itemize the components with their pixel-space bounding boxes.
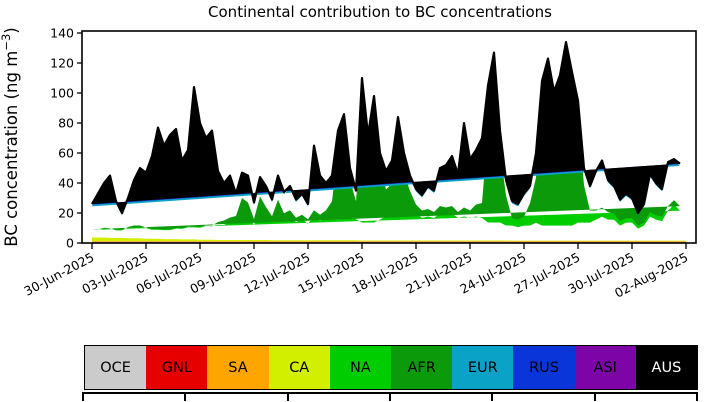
legend-label: ASI	[593, 359, 617, 376]
legend-axis-tick	[286, 394, 289, 401]
legend-label: GNL	[161, 359, 192, 376]
plot-border	[81, 30, 697, 244]
area-AUS	[92, 42, 680, 214]
legend-axis-tick	[184, 394, 187, 401]
y-axis-label: BC concentration (ng m−3)	[0, 27, 21, 246]
legend-label: AFR	[407, 359, 436, 376]
chart-title: Continental contribution to BC concentra…	[208, 3, 552, 21]
area-CA	[92, 237, 686, 242]
legend-label: CA	[289, 359, 310, 376]
y-tick-label: 100	[50, 86, 74, 101]
y-tick-label: 120	[50, 56, 74, 71]
legend-item-ASI: ASI	[574, 346, 636, 389]
y-axis-label-main: BC concentration (ng m	[2, 51, 21, 247]
area-SA	[92, 241, 686, 242]
y-tick-label: 40	[58, 176, 74, 191]
legend-item-OCE: OCE	[85, 346, 147, 389]
y-axis-label-superscript: −3	[0, 34, 13, 51]
y-tick-label: 80	[58, 116, 74, 131]
legend-item-SA: SA	[207, 346, 269, 389]
legend-item-AFR: AFR	[391, 346, 453, 389]
legend-label: OCE	[100, 359, 131, 376]
legend-axis-tick	[491, 394, 494, 401]
legend-item-AUS: AUS	[635, 346, 698, 389]
y-tick-label: 60	[58, 146, 74, 161]
legend-item-GNL: GNL	[146, 346, 208, 389]
y-tick-label: 20	[58, 206, 74, 221]
legend-label: SA	[228, 359, 248, 376]
legend-item-EUR: EUR	[452, 346, 514, 389]
legend-axis-tick	[82, 394, 84, 401]
legend-item-RUS: RUS	[513, 346, 575, 389]
stacked-areas	[91, 40, 686, 243]
y-axis-label-close: )	[2, 27, 21, 33]
legend-item-CA: CA	[268, 346, 330, 389]
legend-label: EUR	[467, 359, 498, 376]
legend-axis-tick	[389, 394, 391, 401]
legend-axis-tick	[696, 394, 698, 401]
legend-axis-tick	[593, 394, 596, 401]
bc-stacked-area-chart: 02040608010012014030-Jun-202503-Jul-2025…	[0, 3, 697, 301]
legend: OCE GNL SA CA NA AFR EUR RUS ASI AUS	[84, 345, 698, 390]
total-line	[91, 40, 681, 215]
y-tick-label: 140	[50, 26, 74, 41]
legend-axis	[82, 392, 698, 394]
y-tick-label: 0	[66, 236, 74, 251]
legend-label: RUS	[529, 359, 559, 376]
legend-label: NA	[350, 359, 371, 376]
legend-item-NA: NA	[329, 346, 392, 389]
legend-label: AUS	[651, 359, 682, 376]
